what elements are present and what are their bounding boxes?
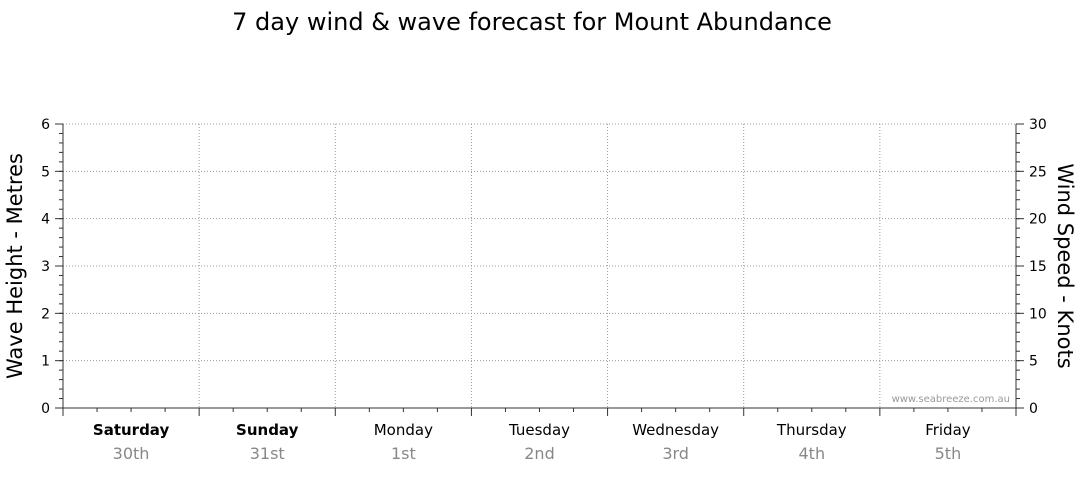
y-right-tick-label: 30: [1029, 117, 1047, 133]
grid: [63, 123, 1016, 408]
x-day-name: Wednesday: [632, 421, 719, 439]
y-left-tick-label: 2: [41, 306, 50, 322]
axes: [62, 124, 1017, 416]
y-right-tick-label: 25: [1029, 164, 1047, 180]
x-day-name: Sunday: [236, 421, 299, 439]
y-axis-right-label: Wind Speed - Knots: [1053, 163, 1077, 368]
y-left-tick-label: 6: [41, 117, 50, 133]
y-left-tick-label: 0: [41, 401, 50, 417]
y-ticks-right: 0 5 10 15 20 25 30: [1016, 117, 1047, 417]
x-day-labels: Saturday 30th Sunday 31st Monday 1st Tuesday 2n…: [93, 421, 971, 463]
x-day-name: Friday: [925, 421, 971, 439]
y-left-tick-label: 5: [41, 164, 50, 180]
x-day-date: 3rd: [662, 444, 689, 463]
y-right-tick-label: 5: [1029, 354, 1038, 370]
x-day-name: Saturday: [93, 421, 170, 439]
x-day-date: 4th: [798, 444, 825, 463]
y-ticks-left: 0 1 2 3 4 5 6: [41, 117, 63, 417]
y-left-tick-label: 1: [41, 354, 50, 370]
x-day-date: 2nd: [524, 444, 554, 463]
y-axis-left-label: Wave Height - Metres: [3, 153, 27, 379]
x-day-date: 5th: [935, 444, 962, 463]
x-day-name: Monday: [374, 421, 433, 439]
x-day-date: 30th: [113, 444, 150, 463]
watermark: www.seabreeze.com.au: [892, 394, 1010, 405]
x-day-date: 1st: [391, 444, 416, 463]
y-right-tick-label: 0: [1029, 401, 1038, 417]
y-left-tick-label: 3: [41, 259, 50, 275]
x-day-name: Thursday: [776, 421, 847, 439]
y-right-tick-label: 20: [1029, 212, 1047, 228]
x-day-date: 31st: [250, 444, 285, 463]
y-right-tick-label: 15: [1029, 259, 1047, 275]
y-right-tick-label: 10: [1029, 306, 1047, 322]
y-left-tick-label: 4: [41, 212, 50, 228]
chart-title: 7 day wind & wave forecast for Mount Abu…: [232, 8, 832, 36]
x-day-name: Tuesday: [508, 421, 570, 439]
